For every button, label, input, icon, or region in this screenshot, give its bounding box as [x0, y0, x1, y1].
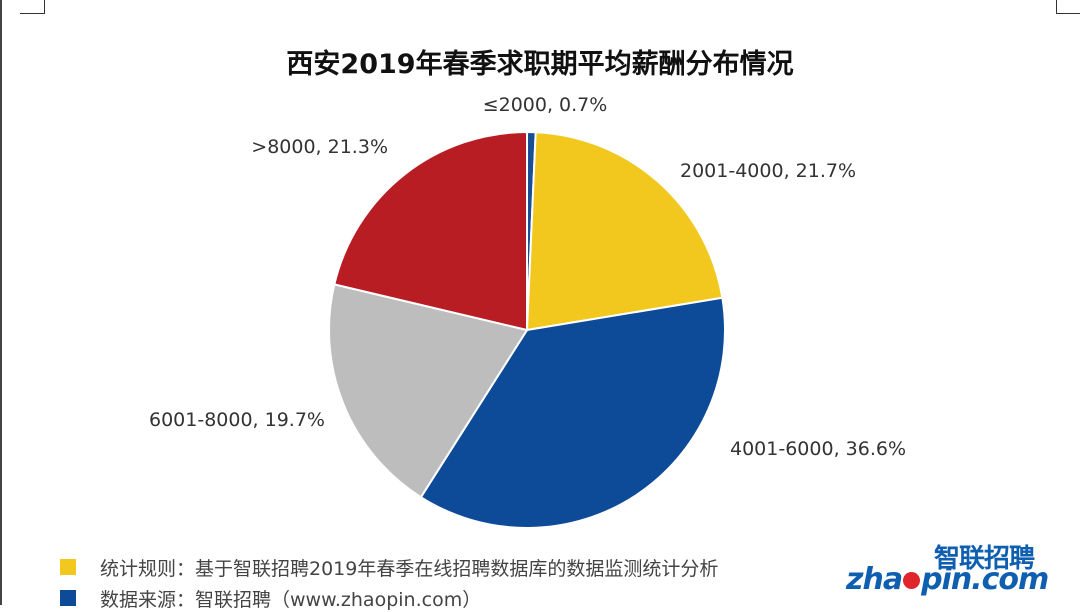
screen-edge: [0, 0, 2, 605]
logo-en-prefix: zha: [846, 562, 903, 597]
slice-2001-4000-label: 2001-4000, 21.7%: [680, 160, 856, 182]
legend-swatch-yellow: [60, 559, 76, 575]
logo-english-text: zha pin.com: [846, 562, 1049, 597]
slice-le-2000-label: ≤2000, 0.7%: [483, 94, 608, 116]
crop-mark-left: [20, 0, 45, 14]
logo-en-suffix: pin.com: [921, 562, 1049, 597]
footnote-rule-text: 统计规则：基于智联招聘2019年春季在线招聘数据库的数据监测统计分析: [100, 557, 719, 580]
slice-4001-6000: [419, 296, 726, 529]
footnote-rule: 统计规则：基于智联招聘2019年春季在线招聘数据库的数据监测统计分析: [60, 554, 718, 580]
logo-red-dot-icon: [903, 572, 921, 589]
footnote-source-text: 数据来源：智联招聘（www.zhaopin.com）: [100, 588, 482, 611]
legend-swatch-blue: [60, 590, 76, 606]
footnote-source: 数据来源：智联招聘（www.zhaopin.com）: [60, 585, 481, 611]
slice-6001-8000-label: 6001-8000, 19.7%: [149, 409, 325, 431]
slice-gt-8000: [333, 130, 528, 332]
slice-gt-8000-label: >8000, 21.3%: [251, 136, 388, 158]
slice-6001-8000: [328, 283, 529, 499]
crop-mark-right: [1056, 0, 1080, 14]
slice-2001-4000: [525, 131, 724, 332]
logo-chinese-text: 智联招聘: [933, 544, 1035, 574]
zhaopin-logo: 智联招聘 zha pin.com: [846, 538, 1049, 600]
slice-4001-6000-label: 4001-6000, 36.6%: [730, 438, 906, 460]
chart-title: 西安2019年春季求职期平均薪酬分布情况: [286, 49, 794, 80]
